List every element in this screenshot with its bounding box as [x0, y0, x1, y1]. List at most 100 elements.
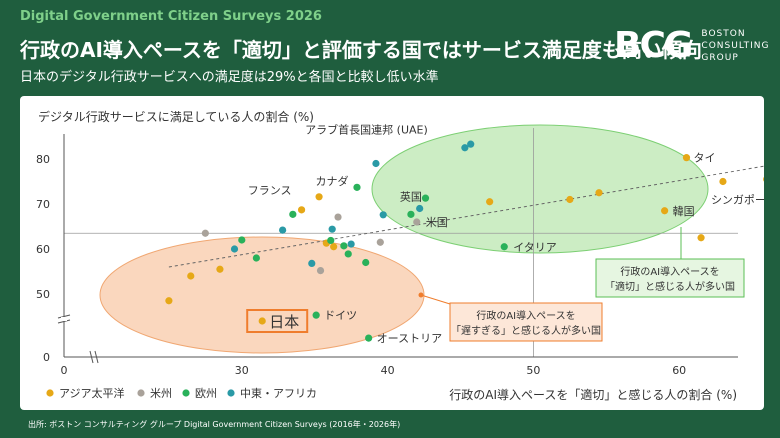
- y-tick-label: 60: [36, 243, 50, 256]
- legend-label-middle-east-africa: 中東・アフリカ: [240, 387, 317, 400]
- x-tick-label: 50: [526, 364, 540, 377]
- orange-callout-line-1: 行政のAI導入ペースを: [476, 309, 575, 322]
- orange-callout-line: [420, 294, 451, 305]
- data-point-americas: [376, 238, 384, 246]
- bcg-logo: BCG BOSTON CONSULTING GROUP: [614, 28, 769, 64]
- data-point-asia-pacific: [297, 206, 306, 214]
- y-tick-label: 70: [36, 198, 50, 211]
- data-point-americas: [413, 218, 421, 226]
- y-axis-break: [57, 314, 71, 324]
- data-point-asia-pacific: [566, 195, 574, 204]
- orange-zone: [99, 236, 425, 354]
- data-point-middle-east-africa: [279, 226, 287, 234]
- country-label: 英国: [400, 189, 422, 203]
- legend-marker-europe: [182, 389, 190, 397]
- data-point-europe: [353, 183, 361, 191]
- logo-mark: BCG: [614, 25, 693, 66]
- data-point-americas: [316, 267, 325, 275]
- data-point-europe: [289, 210, 297, 218]
- country-label: タイ: [693, 152, 715, 165]
- y-axis-break-gap: [61, 317, 67, 321]
- country-label: オーストリア: [377, 332, 442, 345]
- x-tick-label: 60: [672, 364, 686, 377]
- data-point-europe: [500, 243, 508, 251]
- data-point-asia-pacific: [661, 207, 669, 215]
- data-point-asia-pacific: [763, 175, 771, 183]
- data-point-middle-east-africa: [467, 140, 475, 148]
- x-axis-title: 行政のAI導入ペースを「適切」と感じる人の割合 (%): [449, 387, 737, 402]
- legend-label-americas: 米州: [150, 387, 172, 400]
- y-tick-label: 0: [43, 351, 50, 364]
- data-point-middle-east-africa: [379, 211, 387, 219]
- country-label: 韓国: [673, 205, 695, 218]
- y-tick-label: 50: [36, 288, 50, 301]
- scatter-chart: デジタル行政サービスに満足している人の割合 (%)行政のAI導入ペースを「適切」…: [36, 109, 780, 402]
- logo-wordmark: BOSTON CONSULTING GROUP: [701, 28, 769, 64]
- y-axis-title: デジタル行政サービスに満足している人の割合 (%): [38, 109, 314, 124]
- data-point-europe: [407, 210, 415, 218]
- country-label: ドイツ: [324, 309, 357, 322]
- data-point-americas: [334, 213, 342, 221]
- country-label: シンガポール: [711, 194, 764, 207]
- data-point-middle-east-africa: [372, 159, 380, 168]
- country-label: 米国: [426, 216, 448, 229]
- data-point-asia-pacific: [187, 272, 195, 280]
- data-point-europe: [365, 334, 373, 342]
- data-point-middle-east-africa: [416, 204, 424, 213]
- x-tick-label: 30: [235, 364, 249, 377]
- legend-label-asia-pacific: アジア太平洋: [59, 386, 125, 400]
- legend-marker-middle-east-africa: [227, 389, 235, 397]
- data-point-middle-east-africa: [347, 240, 355, 248]
- data-point-europe: [327, 236, 335, 245]
- country-label: カナダ: [316, 174, 349, 188]
- legend-marker-asia-pacific: [46, 389, 54, 397]
- data-point-europe: [362, 258, 370, 267]
- data-point-europe: [421, 194, 430, 202]
- data-point-asia-pacific: [486, 198, 494, 206]
- data-point-asia-pacific: [165, 297, 173, 305]
- data-point-asia-pacific: [330, 243, 338, 251]
- data-point-asia-pacific: [216, 265, 224, 273]
- logo-line-1: BOSTON: [701, 29, 746, 39]
- orange-callout-dot: [418, 292, 424, 298]
- data-point-europe: [238, 236, 246, 244]
- data-point-europe: [312, 311, 320, 319]
- source-note: 出所: ボストン コンサルティング グループ Digital Governmen…: [28, 420, 401, 429]
- chart-panel: デジタル行政サービスに満足している人の割合 (%) 行政のAI導入ペースを「適切」…: [20, 96, 780, 410]
- page-title: 行政のAI導入ペースを「適切」と評価する国ではサービス満足度も高い傾向: [20, 38, 702, 62]
- y-tick-label: 80: [36, 153, 50, 166]
- orange-callout-box: [449, 302, 603, 342]
- data-point-middle-east-africa: [328, 225, 336, 233]
- data-point-asia-pacific: [315, 193, 323, 201]
- data-point-asia-pacific: [719, 177, 727, 186]
- x-tick-label: 40: [381, 364, 395, 377]
- legend-marker-americas: [137, 389, 145, 397]
- country-label: イタリア: [513, 241, 557, 254]
- country-label: フランス: [248, 184, 292, 197]
- country-label: アラブ首長国連邦 (UAE): [305, 123, 428, 137]
- country-label: 日本: [269, 313, 299, 331]
- data-point-middle-east-africa: [308, 259, 316, 267]
- logo-line-3: GROUP: [701, 53, 739, 63]
- green-zone: [371, 124, 709, 254]
- trendline: [168, 165, 767, 268]
- green-callout-box: [595, 258, 745, 298]
- x-tick-label: 0: [61, 364, 68, 377]
- legend-label-europe: 欧州: [195, 387, 217, 400]
- data-point-americas: [201, 229, 209, 237]
- page-subtitle: 日本のデジタル行政サービスへの満足度は29%と各国と比較し低い水準: [20, 70, 439, 85]
- green-callout-line-2: 「適切」と感じる人が多い国: [605, 280, 735, 293]
- x-axis-break: [89, 350, 99, 364]
- data-point-middle-east-africa: [461, 144, 469, 152]
- data-point-asia-pacific: [697, 234, 705, 242]
- data-point-asia-pacific: [595, 189, 603, 197]
- orange-callout-line-2: 「遅すぎる」と感じる人が多い国: [451, 324, 601, 337]
- data-point-europe: [340, 242, 348, 250]
- data-point-asia-pacific: [258, 317, 266, 325]
- report-tag: Digital Government Citizen Surveys 2026: [20, 9, 322, 24]
- japan-highlight-box: [246, 309, 309, 333]
- data-point-asia-pacific: [682, 154, 691, 162]
- green-callout-line-1: 行政のAI導入ペースを: [620, 265, 719, 278]
- data-point-middle-east-africa: [230, 245, 239, 253]
- logo-line-2: CONSULTING: [701, 41, 770, 51]
